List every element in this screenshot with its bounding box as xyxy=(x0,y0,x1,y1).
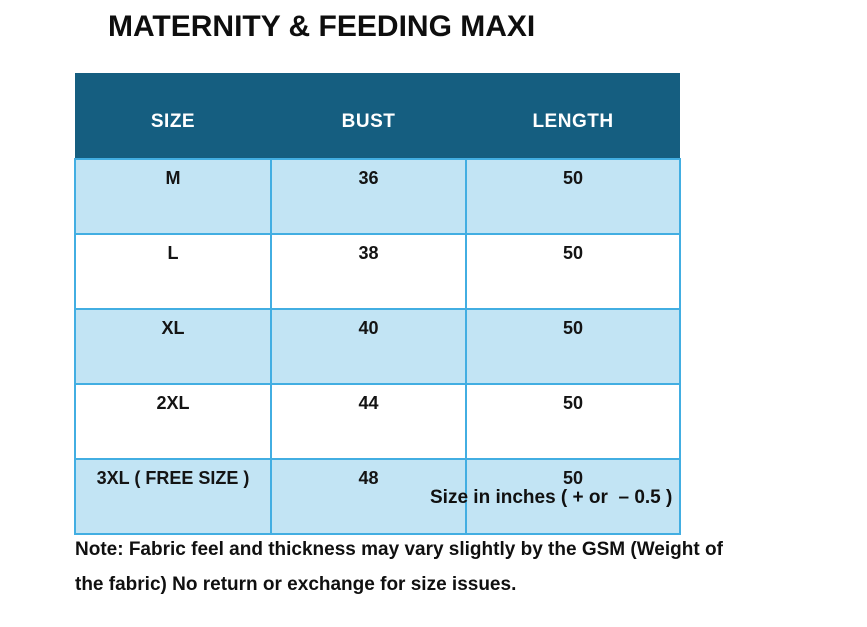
size-cell: L xyxy=(74,233,272,310)
table-header-row: SIZE BUST LENGTH xyxy=(75,73,680,159)
table-row: 3XL ( FREE SIZE ) 48 50 xyxy=(74,458,681,535)
bust-cell: 40 xyxy=(270,308,467,385)
length-cell: 50 xyxy=(465,233,681,310)
length-cell: 50 xyxy=(465,158,681,235)
column-header-size: SIZE xyxy=(75,73,271,159)
column-header-length: LENGTH xyxy=(466,73,680,159)
table-row: 2XL 44 50 xyxy=(74,383,681,460)
fabric-note: Note: Fabric feel and thickness may vary… xyxy=(75,532,723,602)
table-row: M 36 50 xyxy=(74,158,681,235)
size-cell: 3XL ( FREE SIZE ) xyxy=(74,458,272,535)
fabric-note-line: Note: Fabric feel and thickness may vary… xyxy=(75,539,723,560)
size-cell: M xyxy=(74,158,272,235)
column-header-bust: BUST xyxy=(271,73,466,159)
bust-cell: 38 xyxy=(270,233,467,310)
size-cell: XL xyxy=(74,308,272,385)
bust-cell: 36 xyxy=(270,158,467,235)
fabric-note-line: the fabric) No return or exchange for si… xyxy=(75,574,517,595)
table-row: L 38 50 xyxy=(74,233,681,310)
size-unit-caption: Size in inches ( + or – 0.5 ) xyxy=(430,487,673,508)
table-row: XL 40 50 xyxy=(74,308,681,385)
size-chart-table: SIZE BUST LENGTH M 36 50 L 38 50 XL 40 5… xyxy=(74,73,681,535)
bust-cell: 44 xyxy=(270,383,467,460)
length-cell: 50 xyxy=(465,308,681,385)
length-cell: 50 xyxy=(465,383,681,460)
size-cell: 2XL xyxy=(74,383,272,460)
length-cell: 50 xyxy=(465,458,681,535)
bust-cell: 48 xyxy=(270,458,467,535)
page-title: MATERNITY & FEEDING MAXI xyxy=(108,10,536,43)
